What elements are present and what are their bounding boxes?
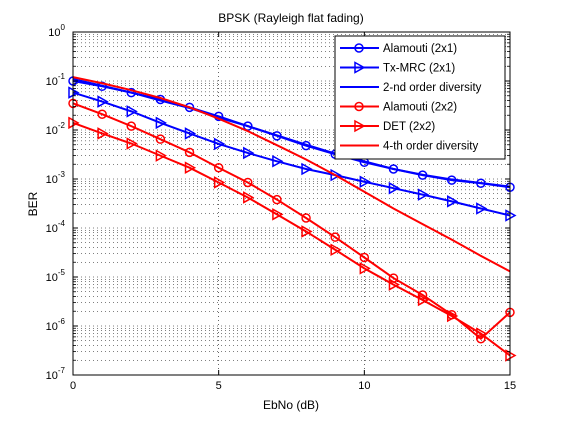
data-point — [272, 155, 284, 168]
y-tick-label: 10-3 — [46, 170, 66, 186]
data-point — [301, 162, 313, 176]
data-point — [272, 194, 282, 205]
legend-label: 4-th order diversity — [383, 141, 478, 153]
data-point — [184, 127, 197, 140]
legend-label: Alamouti (2x2) — [383, 102, 457, 114]
y-tick-labels: 10-7 10-6 10-5 10-4 10-3 10-2 10-1 100 — [46, 23, 66, 382]
data-point — [243, 177, 253, 188]
series-layer — [68, 76, 517, 362]
y-tick-label: 10-2 — [46, 121, 66, 137]
series-line — [72, 91, 511, 217]
data-point — [476, 327, 488, 340]
y-tick-label: 100 — [48, 23, 65, 39]
data-point — [243, 146, 255, 160]
data-point — [155, 116, 167, 130]
series-line — [72, 77, 511, 188]
legend-label: DET (2x2) — [383, 121, 435, 133]
data-point — [97, 95, 109, 108]
data-point — [417, 293, 430, 307]
data-point — [446, 195, 459, 208]
data-point — [184, 161, 197, 174]
series-line — [72, 76, 511, 273]
data-point — [388, 181, 401, 195]
series-line — [72, 121, 511, 357]
axes-box — [72, 31, 511, 376]
y-tick-label: 10-1 — [46, 72, 66, 88]
x-tick-label: 10 — [358, 380, 370, 392]
legend: Alamouti (2x1) Tx-MRC (2x1) 2-nd order div… — [334, 35, 506, 160]
legend-swatch-marker — [354, 43, 364, 53]
data-point — [184, 147, 195, 158]
data-point — [213, 162, 224, 173]
legend-label: Tx-MRC (2x1) — [383, 63, 455, 75]
legend-label: Alamouti (2x1) — [383, 43, 457, 55]
data-point — [359, 252, 370, 263]
legend-swatch-marker — [354, 101, 364, 112]
x-tick-label: 0 — [70, 380, 76, 392]
y-tick-label: 10-4 — [46, 219, 66, 235]
data-point — [97, 109, 107, 119]
series-line — [72, 102, 511, 341]
data-point — [213, 176, 226, 189]
data-point — [126, 121, 137, 131]
series-group — [68, 116, 517, 362]
data-point — [446, 309, 459, 323]
data-point — [330, 232, 340, 242]
data-point — [126, 137, 138, 150]
data-point — [213, 137, 226, 151]
chart-title: BPSK (Rayleigh flat fading) — [218, 11, 363, 25]
data-point — [476, 202, 488, 215]
x-axis-label: EbNo (dB) — [263, 398, 319, 412]
tick-marks — [72, 31, 511, 376]
data-point — [155, 134, 166, 144]
series-group — [72, 76, 511, 273]
data-point — [359, 262, 371, 275]
data-point — [272, 208, 284, 221]
data-point — [330, 243, 342, 257]
legend-swatch-marker — [354, 119, 366, 133]
x-tick-label: 5 — [216, 380, 222, 392]
y-tick-label: 10-6 — [46, 317, 66, 333]
data-point — [301, 225, 313, 238]
data-point — [126, 105, 138, 118]
y-tick-label: 10-5 — [46, 268, 66, 284]
data-point — [97, 127, 109, 140]
data-point — [301, 213, 311, 223]
data-point — [330, 168, 342, 182]
data-point — [155, 149, 167, 162]
legend-box — [334, 35, 506, 160]
x-tick-label: 15 — [504, 380, 516, 392]
y-tick-label: 10-7 — [46, 366, 66, 382]
data-point — [243, 191, 255, 204]
legend-swatch-marker — [354, 61, 366, 74]
series-group — [68, 86, 517, 222]
data-point — [417, 188, 430, 201]
legend-label: 2-nd order diversity — [383, 82, 482, 94]
series-group — [72, 77, 511, 188]
x-tick-labels: 0 5 10 15 — [70, 380, 516, 392]
y-axis-label: BER — [26, 191, 40, 216]
data-point — [359, 175, 371, 188]
data-point — [388, 278, 401, 291]
